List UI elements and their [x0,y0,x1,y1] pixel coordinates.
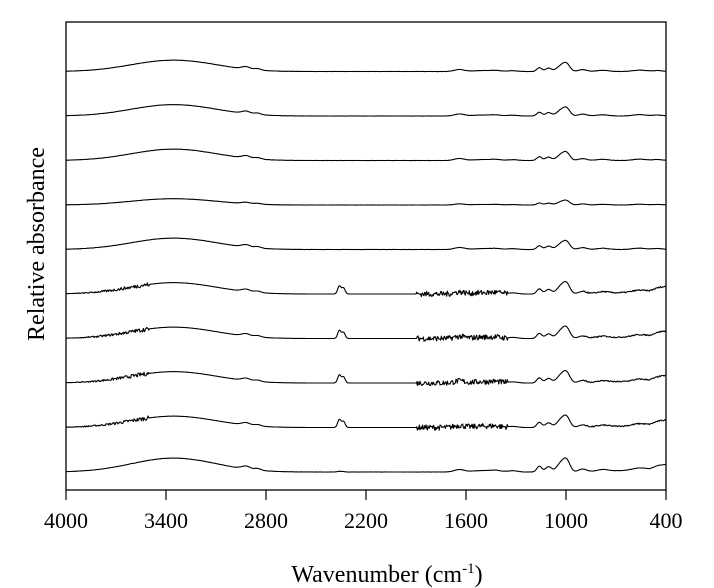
spectrum-line-7 [65,198,667,206]
spectrum-line-10 [65,59,667,73]
x-tick-label-2200: 2200 [344,508,388,533]
x-tick-label-4000: 4000 [44,508,88,533]
x-axis-label: Wavenumber (cm-1) [291,561,482,588]
spectrum-line-3 [65,369,667,387]
spectrum-line-9 [65,104,667,117]
spectrum-line-5 [65,280,667,298]
plot-frame [65,21,667,491]
x-tick-labels: 4000 3400 2800 2200 1600 1000 400 [44,508,683,533]
spectrum-line-1 [65,457,667,473]
x-tick-label-3400: 3400 [144,508,188,533]
x-tick-label-2800: 2800 [244,508,288,533]
spectrum-line-4 [66,325,667,342]
y-axis-label: Relative absorbance [24,147,50,341]
x-ticks [65,490,667,500]
x-tick-label-1600: 1600 [444,508,488,533]
spectra-group [65,59,667,473]
x-tick-label-1000: 1000 [544,508,588,533]
x-tick-label-400: 400 [650,508,683,533]
spectrum-line-8 [66,148,666,162]
spectrum-line-2 [66,414,667,431]
spectrum-line-6 [65,237,667,251]
